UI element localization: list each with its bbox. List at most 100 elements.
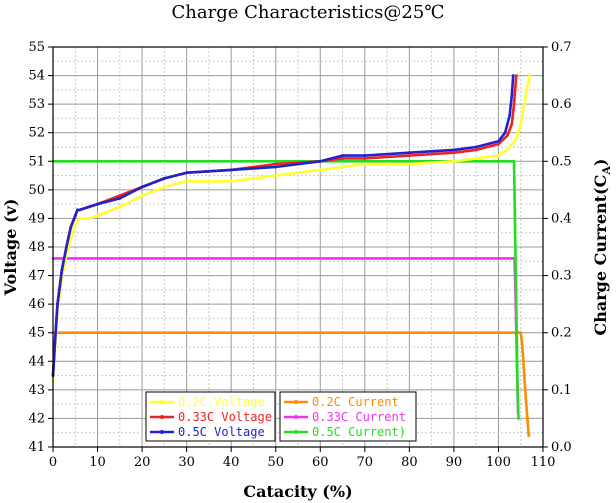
- series-point-0-2c-voltage: [162, 185, 166, 189]
- series-point-0-5c-voltage: [452, 148, 456, 152]
- x-tick-label: 10: [89, 455, 106, 470]
- series-point-0-5c-current: [512, 159, 516, 163]
- series-point-0-2c-voltage: [185, 179, 189, 183]
- series-point-0-5c-voltage: [69, 225, 73, 229]
- series-point-0-2c-voltage: [229, 179, 233, 183]
- legend-marker: [294, 415, 298, 419]
- y-right-axis-title-main: Charge Current(C: [591, 175, 610, 336]
- x-tick-label: 110: [531, 455, 556, 470]
- x-tick-label: 40: [223, 455, 240, 470]
- series-point-0-33c-voltage: [505, 134, 509, 137]
- series-layer: [51, 74, 532, 437]
- series-line-0-5c-current: [53, 160, 520, 419]
- x-tick-label: 50: [267, 455, 284, 470]
- grid: [52, 46, 544, 448]
- series-point-0-2c-voltage: [78, 217, 82, 220]
- y-tick-label: 51: [28, 154, 45, 169]
- y-tick-label: 48: [28, 240, 45, 255]
- series-point-0-33c-voltage: [363, 157, 367, 160]
- series-point-0-33c-voltage: [407, 154, 411, 157]
- series-point-0-5c-voltage: [64, 245, 68, 249]
- y-tick-label: 44: [28, 354, 45, 369]
- series-point-0-2c-voltage: [523, 97, 527, 100]
- y-tick-label: 50: [28, 183, 45, 198]
- x-axis-ticks: 0 10 20 30 40 50 60 70 80 90 100 110: [49, 447, 556, 470]
- series-point-0-5c-voltage: [118, 197, 122, 200]
- series-point-0-2c-voltage: [474, 157, 478, 160]
- series-point-0-5c-voltage: [162, 177, 166, 180]
- y-right-tick-label: 0.5: [551, 154, 572, 169]
- legend-label: 0.33C Voltage: [178, 410, 272, 424]
- y-tick-label: 52: [28, 126, 45, 141]
- y-right-tick-label: 0.6: [551, 97, 572, 112]
- series-point-0-5c-voltage: [363, 154, 367, 157]
- series-point-0-5c-voltage: [274, 165, 278, 169]
- series-point-0-2c-voltage: [87, 217, 91, 220]
- legend-label: 0.5C Voltage: [178, 425, 265, 439]
- x-tick-label: 90: [446, 455, 463, 470]
- y-tick-label: 54: [28, 69, 45, 84]
- series-point-0-5c-voltage: [497, 139, 500, 143]
- series-point-0-2c-current: [519, 331, 523, 335]
- series-point-0-5c-voltage: [318, 159, 322, 163]
- y-right-tick-label: 0.3: [551, 269, 572, 284]
- series-point-0-2c-current: [520, 342, 524, 346]
- chart-title: Charge Characteristics@25℃: [172, 2, 445, 23]
- series-line-0-2c-voltage: [51, 75, 531, 382]
- y-right-tick-label: 0.2: [551, 326, 572, 341]
- series-line-0-33c-voltage: [51, 75, 518, 376]
- y-tick-label: 45: [28, 326, 45, 341]
- y-tick-label: 55: [28, 40, 45, 55]
- series-point-0-33c-voltage: [510, 122, 514, 126]
- series-point-0-33c-voltage: [452, 151, 456, 155]
- y-right-tick-label: 0.1: [551, 383, 572, 398]
- y-tick-label: 47: [28, 269, 45, 284]
- series-point-0-5c-voltage: [140, 185, 144, 189]
- series-point-0-5c-voltage: [73, 214, 77, 217]
- y-right-axis-ticks: 0.0 0.1 0.2 0.3 0.4 0.5 0.6 0.7: [543, 40, 572, 455]
- series-point-0-2c-voltage: [363, 162, 367, 166]
- series-point-0-33c-voltage: [274, 162, 278, 166]
- series-point-0-5c-current: [516, 388, 520, 392]
- x-tick-label: 0: [49, 455, 57, 470]
- y-tick-label: 42: [28, 411, 45, 426]
- x-axis-title: Catacity (%): [243, 482, 352, 501]
- x-tick-label: 70: [357, 455, 374, 470]
- series-point-0-2c-voltage: [514, 137, 518, 140]
- y-right-axis-title-sub: A: [600, 166, 613, 176]
- series-point-0-5c-voltage: [474, 145, 478, 149]
- legend-label: 0.2C Current: [312, 395, 399, 409]
- series-point-0-5c-voltage: [185, 171, 189, 175]
- series-point-0-2c-voltage: [497, 154, 500, 157]
- series-point-0-5c-voltage: [407, 151, 411, 155]
- series-point-0-5c-voltage: [78, 208, 82, 212]
- series-point-0-2c-current: [526, 417, 529, 420]
- series-point-0-2c-voltage: [69, 237, 73, 240]
- series-point-0-2c-voltage: [505, 148, 509, 152]
- series-point-0-33c-voltage: [341, 157, 344, 160]
- series-point-0-5c-voltage: [341, 154, 344, 157]
- series-point-0-5c-current: [515, 331, 519, 335]
- y-axis-ticks: 41 42 43 44 45 46 47 48 49 50 51 52 53 54 55: [28, 40, 53, 455]
- y-right-axis-title: Charge Current(CA): [591, 159, 613, 336]
- x-tick-label: 20: [134, 455, 151, 470]
- x-tick-label: 60: [312, 455, 329, 470]
- series-point-0-2c-current: [522, 359, 525, 363]
- series-point-0-33c-voltage: [474, 148, 478, 152]
- series-point-0-2c-voltage: [118, 205, 122, 209]
- series-point-0-5c-current: [514, 274, 518, 277]
- y-right-tick-label: 0.4: [551, 211, 572, 226]
- series-line-0-5c-voltage: [51, 75, 515, 376]
- y-right-tick-label: 0.7: [551, 40, 572, 55]
- y-right-axis-title-close: ): [591, 159, 610, 167]
- series-point-0-5c-voltage: [60, 268, 64, 272]
- series-point-0-2c-voltage: [452, 159, 456, 163]
- y-tick-label: 46: [28, 297, 45, 312]
- series-point-0-5c-voltage: [96, 202, 99, 206]
- series-point-0-33c-current: [497, 257, 500, 260]
- y-tick-label: 53: [28, 97, 45, 112]
- series-point-0-33c-voltage: [118, 194, 122, 197]
- series-point-0-2c-voltage: [296, 171, 300, 175]
- series-point-0-2c-voltage: [519, 122, 523, 126]
